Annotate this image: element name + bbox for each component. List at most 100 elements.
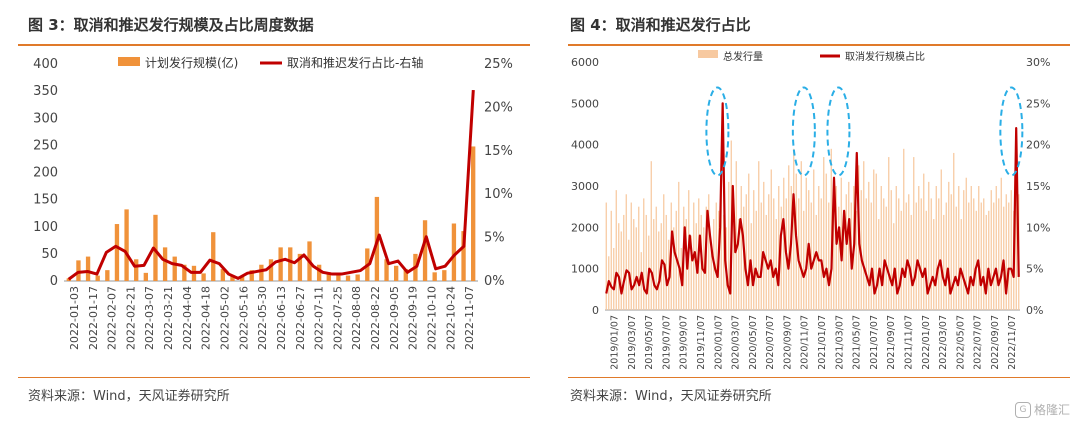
x-tick-label: 2021/07/07 [869,315,880,370]
x-tick-label: 2021/05/07 [852,315,863,370]
peak-highlight-ellipse [999,86,1024,177]
bar [733,198,735,310]
watermark-logo-icon: G [1014,402,1031,418]
bar [870,202,872,310]
bar [451,223,457,281]
bar [613,248,615,310]
legend-bar-label: 计划发行规模(亿) [145,55,238,70]
bar [843,210,845,310]
bar [948,181,950,310]
x-tick-label: 2022-05-02 [219,286,232,350]
y-left-tick-label: 400 [33,57,58,72]
x-tick-label: 2022-08-08 [350,286,363,350]
bar [259,264,264,281]
bar [605,202,607,310]
y-right-tick-label: 0% [484,274,505,289]
bar [755,210,757,310]
left-figure-title: 图 3：取消和推迟发行规模及占比周度数据 [28,16,314,34]
bar [988,210,990,310]
bar [960,219,962,310]
bar [855,210,857,310]
left-bottom-rule [18,377,530,378]
x-tick-label: 2022/05/07 [955,315,966,370]
bar [945,202,947,310]
bar [773,198,775,310]
bar [316,264,322,281]
bar [703,227,705,310]
bar [838,206,840,310]
bar [268,259,274,281]
bar [925,210,927,310]
bar [715,202,717,310]
x-tick-label: 2022-02-07 [106,286,119,350]
bar [738,219,740,310]
bar [162,247,168,281]
bar [471,146,476,281]
bar [665,214,667,310]
y-right-tick-label: 30% [1026,56,1050,69]
bar [182,264,187,281]
bar [1003,206,1005,310]
x-tick-label: 2022-11-07 [463,286,476,350]
x-tick-label: 2022-04-18 [200,286,213,350]
y-left-tick-label: 6000 [571,56,599,69]
legend-bar-label: 总发行量 [723,50,763,63]
y-left-tick-label: 4000 [571,139,599,152]
bar [720,152,722,310]
bar [615,190,617,310]
bar [403,269,408,281]
y-left-tick-label: 300 [33,111,58,126]
bar [663,194,665,310]
bar [442,270,447,281]
bar [653,219,655,310]
x-tick-label: 2020/05/07 [748,315,759,370]
peak-highlight-ellipse [705,86,730,177]
bar [76,260,81,281]
bar [910,214,912,310]
bar [770,169,772,310]
line-series [67,89,475,281]
bar [903,148,905,310]
bar [788,165,790,310]
bar [143,272,148,281]
bar [868,181,870,310]
bar [345,275,351,281]
bar [913,157,915,310]
bar [835,186,837,310]
x-tick-label: 2020/11/07 [800,315,811,370]
bar [810,202,812,310]
bar [833,190,835,310]
bar [815,214,817,310]
bar [211,232,216,281]
x-tick-label: 2022/01/07 [921,315,932,370]
watermark: G 格隆汇 [1014,401,1070,418]
bar [85,256,91,281]
y-right-tick-label: 20% [484,100,513,115]
bar [690,235,692,310]
bar [963,190,965,310]
bar [975,210,977,310]
bar [239,276,245,281]
bar [953,152,955,310]
bar [1005,194,1007,310]
x-tick-label: 2020/03/07 [731,315,742,370]
bar [655,206,657,310]
x-tick-label: 2022-09-05 [388,286,401,350]
bar [905,202,907,310]
bar [230,275,235,281]
bar [635,227,637,310]
bar [336,274,341,281]
bar [172,256,177,281]
bar [958,186,960,310]
right-bottom-rule [568,377,1070,378]
y-left-tick-label: 250 [33,138,58,153]
bar [625,194,627,310]
bar [880,186,882,310]
bar [618,223,620,310]
bar [740,186,742,310]
bar [650,161,652,310]
legend-bar-swatch [698,50,718,58]
x-tick-label: 2022-09-19 [407,286,420,350]
x-tick-label: 2019/01/07 [610,315,621,370]
y-right-tick-label: 5% [1026,263,1043,276]
